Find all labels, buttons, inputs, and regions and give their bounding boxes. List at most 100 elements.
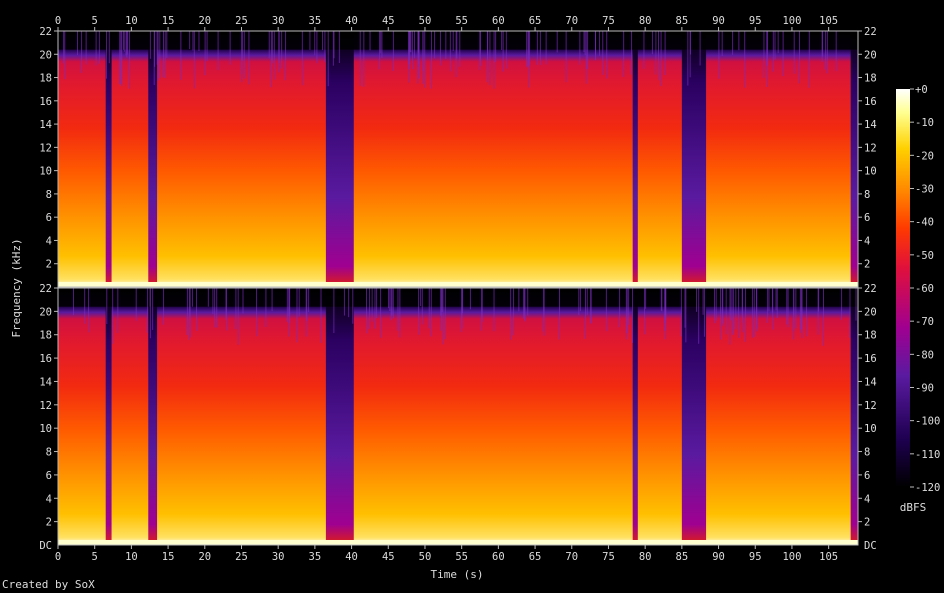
colorbar-tick-label: -90 [915, 383, 934, 395]
x-tick-label: 100 [782, 15, 801, 27]
x-tick-label: 95 [749, 551, 762, 563]
x-tick-label: 80 [639, 551, 652, 563]
x-tick-label: 95 [749, 15, 762, 27]
colorbar-tick-label: -20 [915, 150, 934, 162]
y-tick-label: 18 [39, 330, 52, 342]
x-tick-label: 75 [602, 15, 615, 27]
colorbar-tick-label: -70 [915, 316, 934, 328]
low-freq-band [58, 282, 858, 287]
y-tick-label: 4 [864, 235, 870, 247]
x-tick-label: 70 [565, 15, 578, 27]
panel-frame [57, 30, 859, 288]
y-tick-label: 8 [864, 447, 870, 459]
y-tick-label: 4 [864, 493, 870, 505]
colorbar-tick-label: -80 [915, 349, 934, 361]
x-tick-label: 65 [529, 551, 542, 563]
x-tick-label: 20 [198, 551, 211, 563]
y-axis-label: Frequency (kHz) [10, 238, 23, 337]
y-tick-label: 12 [864, 400, 877, 412]
x-tick-label: 0 [55, 551, 61, 563]
y-tick-label: 4 [46, 493, 52, 505]
quiet-segment [632, 31, 638, 287]
quiet-segment [148, 288, 158, 545]
x-tick-label: 10 [125, 551, 138, 563]
y-tick-label: 22 [864, 283, 877, 295]
x-tick-label: 30 [272, 551, 285, 563]
y-tick-label: 16 [864, 353, 877, 365]
y-tick-label: 16 [864, 96, 877, 108]
lowpass-band [58, 31, 858, 50]
x-tick-label: 40 [345, 15, 358, 27]
x-tick-label: 60 [492, 551, 505, 563]
x-tick-label: 90 [712, 551, 725, 563]
quiet-segment [105, 288, 112, 545]
x-tick-label: 25 [235, 551, 248, 563]
y-tick-label: 6 [46, 470, 52, 482]
y-tick-label: 2 [46, 259, 52, 271]
colorbar-tick-label: -10 [915, 117, 934, 129]
x-tick-label: 75 [602, 551, 615, 563]
colorbar-tick-label: -50 [915, 250, 934, 262]
x-tick-label: 105 [819, 15, 838, 27]
y-tick-label: 22 [39, 26, 52, 38]
quiet-segment [681, 31, 707, 287]
y-tick-label: 20 [39, 306, 52, 318]
y-tick-label: 14 [39, 119, 52, 131]
y-tick-label: 8 [46, 189, 52, 201]
quiet-segment [632, 288, 638, 545]
y-tick-label: 16 [39, 96, 52, 108]
colorbar-tick-label: -60 [915, 283, 934, 295]
y-tick-label: 8 [864, 189, 870, 201]
quiet-segment [850, 288, 858, 545]
colorbar-tick-label: -40 [915, 217, 934, 229]
y-tick-label: 22 [39, 283, 52, 295]
y-tick-label: 14 [864, 119, 877, 131]
x-tick-label: 50 [419, 15, 432, 27]
y-tick-label: 10 [39, 166, 52, 178]
colorbar-tick-label: +0 [915, 84, 928, 96]
spectrogram-area [58, 31, 858, 287]
y-tick-label: 18 [39, 73, 52, 85]
quiet-segment [325, 31, 354, 287]
colorbar-tick-label: -120 [915, 482, 940, 494]
x-tick-label: 5 [92, 15, 98, 27]
y-tick-label: 6 [46, 212, 52, 224]
y-tick-label: 2 [46, 517, 52, 529]
x-tick-label: 40 [345, 551, 358, 563]
y-tick-label: 18 [864, 330, 877, 342]
y-tick-label-dc: DC [864, 540, 877, 552]
x-axis-label: Time (s) [431, 568, 484, 581]
y-tick-label: 14 [864, 376, 877, 388]
y-tick-label: 20 [864, 306, 877, 318]
x-tick-label: 5 [92, 551, 98, 563]
credit-text: Created by SoX [2, 578, 95, 591]
quiet-segment [325, 288, 354, 545]
spectrogram-area [58, 288, 858, 545]
colorbar-scale [896, 89, 910, 487]
x-tick-label: 20 [198, 15, 211, 27]
channel-panel-2 [57, 287, 859, 546]
y-tick-label: 12 [39, 142, 52, 154]
quiet-segment [850, 31, 858, 287]
y-tick-label: 20 [39, 49, 52, 61]
y-tick-label: 6 [864, 212, 870, 224]
y-tick-label: 8 [46, 447, 52, 459]
colorbar-tick-label: -100 [915, 416, 940, 428]
x-tick-label: 90 [712, 15, 725, 27]
y-tick-label: 10 [864, 423, 877, 435]
y-tick-label: 16 [39, 353, 52, 365]
quiet-segment [105, 31, 112, 287]
x-tick-label: 0 [55, 15, 61, 27]
x-tick-label: 100 [782, 551, 801, 563]
y-tick-label: 2 [864, 517, 870, 529]
x-tick-label: 55 [455, 551, 468, 563]
x-tick-label: 105 [819, 551, 838, 563]
x-tick-label: 80 [639, 15, 652, 27]
x-tick-label: 70 [565, 551, 578, 563]
x-tick-label: 10 [125, 15, 138, 27]
x-tick-label: 50 [419, 551, 432, 563]
x-tick-label: 60 [492, 15, 505, 27]
y-tick-label: 12 [864, 142, 877, 154]
x-tick-label: 15 [162, 551, 175, 563]
colorbar: +0 -10 -20 -30 -40 -50 -60 -70 -80 -90 -100 -110 -12… [896, 84, 940, 514]
